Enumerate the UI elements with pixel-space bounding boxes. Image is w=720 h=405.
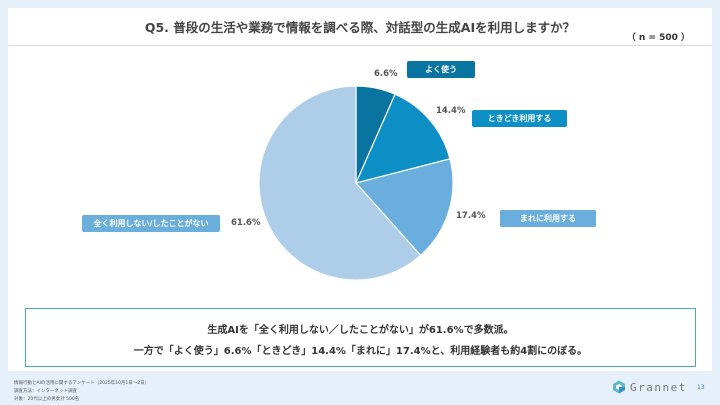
page-title: Q5. 普段の生活や業務で情報を調べる際、対話型の生成AIを利用しますか？ (144, 20, 576, 35)
summary-line-1: 生成AIを「全く利用しない／したことがない」が61.6%で多数派。 (207, 325, 514, 336)
footer-note-survey: 情報行動とAIの活用に関するアンケート（2025年10月1日～2日） (14, 381, 150, 386)
value-label-1: 14.4% (436, 106, 466, 116)
pie-slice-1 (354, 93, 451, 184)
value-label-2: 17.4% (456, 211, 486, 221)
legend-label-2: まれに利用する (500, 210, 596, 227)
value-label-3: 61.6% (231, 218, 261, 228)
legend-label-3: 全く利用しない/したことがない (82, 215, 220, 232)
pie-slice-2 (354, 158, 454, 257)
grannet-logo-icon (613, 380, 625, 394)
legend-label-1: ときどき利用する (472, 110, 567, 127)
sample-size: （ n = 500 ） (626, 33, 690, 43)
legend-label-0: よく使う (407, 61, 475, 78)
summary-box: 生成AIを「全く利用しない／したことがない」が61.6%で多数派。 一方で「よく… (25, 308, 696, 367)
divider (8, 45, 712, 46)
brand-name: Grannet (630, 380, 687, 394)
page-number: 13 (697, 384, 705, 391)
summary-line-2: 一方で「よく使う」6.6%「ときどき」14.4%「まれに」17.4%と、利用経験… (133, 346, 588, 357)
brand-logo: Grannet (612, 380, 687, 394)
pie-slice-3 (258, 85, 422, 281)
footer-note-method: 調査方法：インターネット調査 (14, 389, 77, 394)
value-label-0: 6.6% (374, 69, 398, 79)
footer-note-target: 対象：20代以上の男女計 500名 (14, 397, 80, 402)
